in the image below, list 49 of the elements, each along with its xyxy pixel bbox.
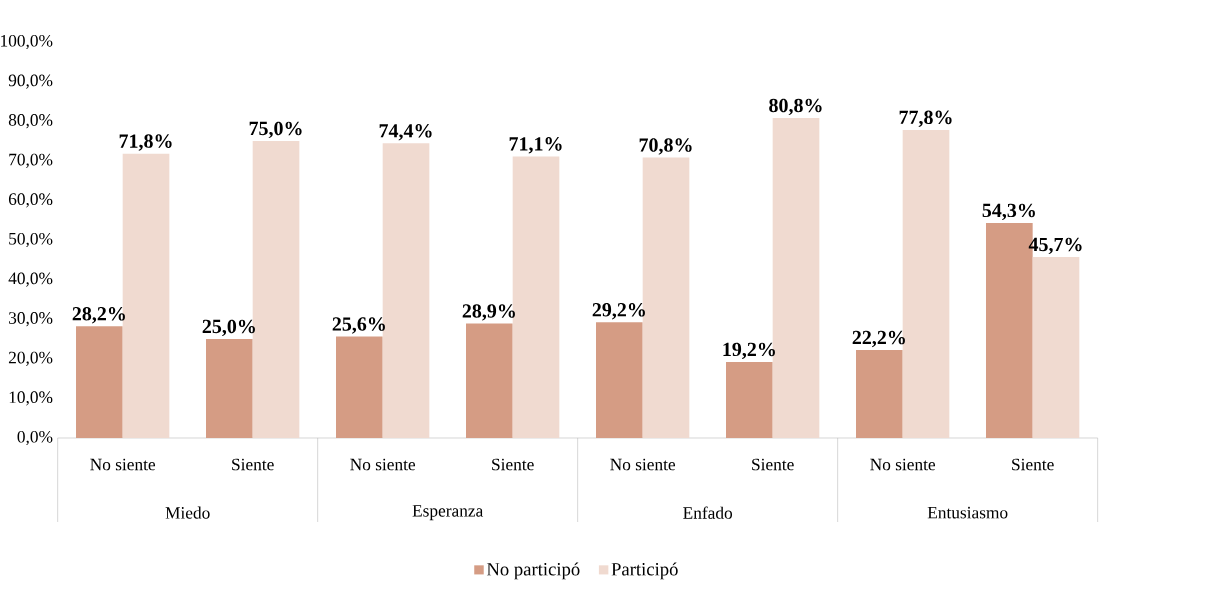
bar [466, 323, 513, 438]
x-tick-label: Siente [1012, 458, 1054, 471]
data-label: 54,3% [982, 203, 1035, 221]
text: Esperanza [412, 505, 484, 521]
x-tick-label: No siente [610, 458, 676, 471]
bar [726, 361, 773, 438]
data-label: 25,0% [202, 319, 255, 337]
data-label: 80,8% [769, 98, 822, 116]
data-label: 71,1% [509, 137, 562, 154]
data-label: 70,8% [639, 138, 692, 155]
y-tick-label: 50,0% [9, 232, 53, 248]
bar [206, 338, 253, 438]
y-tick-label: 90,0% [8, 74, 53, 89]
y-tick-label: 60,0% [8, 193, 53, 208]
y-tick-label: 10,0% [9, 391, 53, 406]
y-tick-label: 30,0% [9, 312, 53, 327]
x-tick-label: Siente [492, 458, 534, 471]
x-tick-label: No siente [350, 458, 416, 471]
y-tick-label: 80,0% [8, 114, 53, 129]
text: Miedo [165, 506, 210, 519]
data-label: 25,6% [332, 317, 385, 334]
bar [856, 350, 903, 438]
legend-label: No participó [486, 562, 580, 580]
y-tick-label: 0,0% [17, 430, 53, 446]
data-label: 71,8% [119, 134, 172, 151]
text: Entusiasmo [927, 506, 1008, 519]
x-tick-label: Siente [232, 458, 274, 471]
data-label: 74,4% [379, 124, 432, 141]
x-tick-label: No siente [870, 458, 936, 471]
data-label: 77,8% [899, 110, 952, 127]
bar [76, 326, 123, 438]
data-label: 75,0% [249, 121, 302, 139]
data-label: 28,2% [72, 306, 125, 324]
bar [1032, 257, 1080, 438]
y-tick-label: 40,0% [8, 272, 53, 287]
data-label: 45,7% [1028, 237, 1082, 255]
y-tick-label: 100,0% [1, 34, 53, 50]
data-label: 22,2% [852, 330, 905, 348]
legend-label: Participó [611, 562, 678, 580]
data-label: 19,2% [723, 342, 775, 360]
x-tick-label: Siente [752, 458, 794, 471]
x-tick-label: No siente [90, 458, 156, 471]
data-label: 29,2% [592, 303, 645, 320]
text: Enfado [683, 506, 733, 519]
bar [336, 336, 383, 438]
y-tick-label: 20,0% [8, 351, 53, 366]
data-label: 28,9% [462, 304, 515, 321]
bar [596, 322, 643, 438]
y-tick-label: 70,0% [9, 153, 53, 168]
